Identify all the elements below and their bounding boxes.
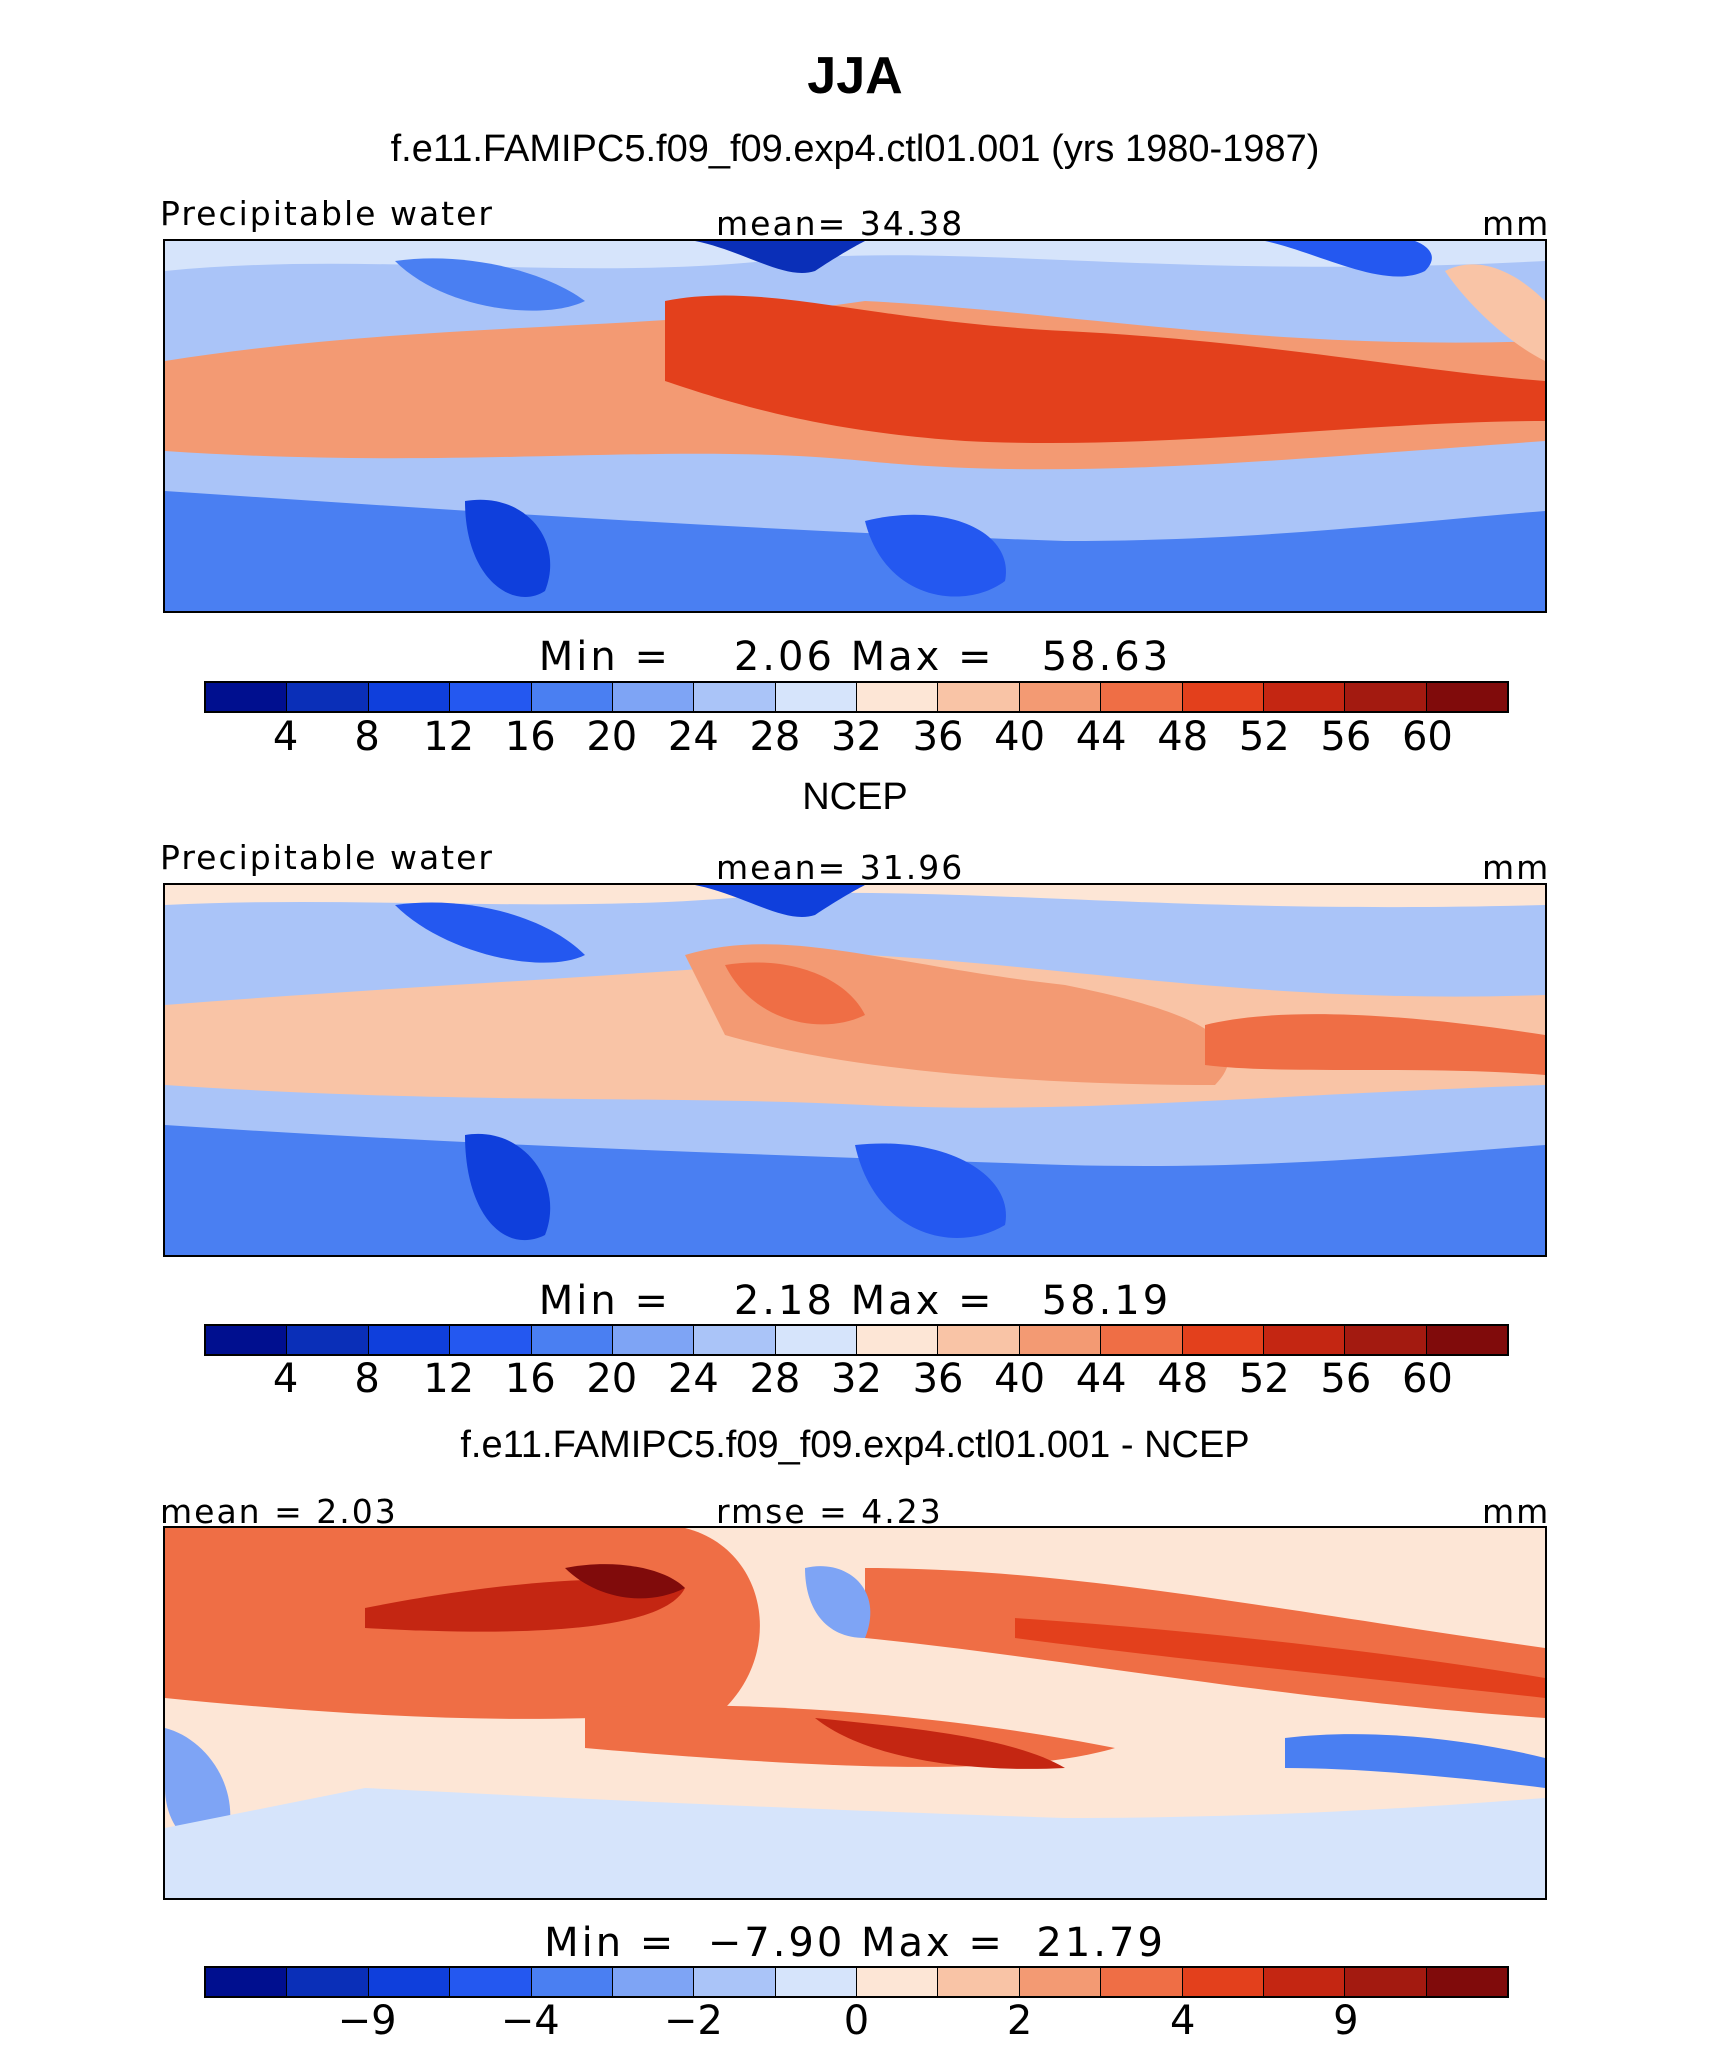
colorbar-tick-label: 16 [504, 714, 556, 760]
panel3-rmse-label: rmse = 4.23 [716, 1492, 943, 1531]
colorbar-tick-label: 4 [272, 1356, 299, 1402]
colorbar-tick-label: 36 [912, 714, 964, 760]
panel1-variable-label: Precipitable water [160, 194, 494, 233]
panel3-map [163, 1526, 1547, 1900]
panel2-colorbar [204, 1324, 1509, 1356]
panel3-unit-label: mm [1482, 1492, 1551, 1531]
colorbar-tick-label: 52 [1238, 1356, 1290, 1402]
colorbar-tick-label: 60 [1401, 1356, 1453, 1402]
panel2-minmax: Min = 2.18 Max = 58.19 [538, 1278, 1172, 1324]
colorbar-tick-label: 0 [843, 1998, 870, 2044]
colorbar-tick-label: −4 [500, 1998, 560, 2044]
colorbar-tick-label: 56 [1320, 714, 1372, 760]
colorbar-tick-label: 48 [1157, 714, 1209, 760]
colorbar-tick-label: −2 [663, 1998, 723, 2044]
panel1-unit-label: mm [1482, 204, 1551, 243]
panel3-colorbar-ticks: −9 −4 −2 0 2 4 9 [204, 1998, 1509, 2046]
panel2-colorbar-ticks: 4 8 12 16 20 24 28 32 36 40 44 48 52 56 60 [204, 1356, 1509, 1404]
colorbar-tick-label: 4 [1170, 1998, 1196, 2044]
colorbar-tick-label: 8 [354, 714, 380, 760]
colorbar-tick-label: 36 [912, 1356, 964, 1402]
panel1-map [163, 239, 1547, 613]
colorbar-tick-label: 24 [667, 714, 719, 760]
colorbar-tick-label: 40 [994, 714, 1046, 760]
colorbar-tick-label: 40 [994, 1356, 1046, 1402]
panel3-mean-label: mean = 2.03 [160, 1492, 398, 1531]
panel2-unit-label: mm [1482, 848, 1551, 887]
panel2-variable-label: Precipitable water [160, 838, 494, 877]
colorbar-tick-label: 12 [423, 714, 475, 760]
colorbar-tick-label: 32 [831, 1356, 882, 1402]
colorbar-tick-label: 32 [831, 714, 882, 760]
colorbar-tick-label: 52 [1238, 714, 1290, 760]
colorbar-tick-label: 8 [354, 1356, 380, 1402]
colorbar-tick-label: 56 [1320, 1356, 1372, 1402]
colorbar-tick-label: 9 [1333, 1998, 1359, 2044]
colorbar-tick-label: 44 [1075, 1356, 1127, 1402]
colorbar-tick-label: 4 [272, 714, 299, 760]
colorbar-tick-label: 12 [423, 1356, 475, 1402]
colorbar-tick-label: 28 [749, 714, 801, 760]
panel1-colorbar-ticks: 4 8 12 16 20 24 28 32 36 40 44 48 52 56 60 [204, 714, 1509, 762]
panel1-colorbar [204, 681, 1509, 713]
colorbar-tick-label: −9 [337, 1998, 397, 2044]
colorbar-tick-label: 2 [1006, 1998, 1033, 2044]
colorbar-tick-label: 20 [586, 1356, 638, 1402]
panel3-subtitle: f.e11.FAMIPC5.f09_f09.exp4.ctl01.001 - N… [460, 1424, 1250, 1466]
panel3-minmax: Min = −7.90 Max = 21.79 [544, 1920, 1166, 1966]
colorbar-tick-label: 28 [749, 1356, 801, 1402]
colorbar-tick-label: 48 [1157, 1356, 1209, 1402]
panel1-minmax: Min = 2.06 Max = 58.63 [538, 634, 1172, 680]
panel1-subtitle: f.e11.FAMIPC5.f09_f09.exp4.ctl01.001 (yr… [390, 128, 1320, 170]
colorbar-tick-label: 24 [667, 1356, 719, 1402]
panel2-mean-label: mean= 31.96 [716, 848, 965, 887]
colorbar-tick-label: 60 [1401, 714, 1453, 760]
figure-title: JJA [807, 47, 903, 105]
panel2-map [163, 883, 1547, 1257]
panel2-subtitle: NCEP [802, 776, 908, 818]
panel1-mean-label: mean= 34.38 [716, 204, 965, 243]
panel3-colorbar [204, 1966, 1509, 1998]
colorbar-tick-label: 16 [504, 1356, 556, 1402]
colorbar-tick-label: 44 [1075, 714, 1127, 760]
colorbar-tick-label: 20 [586, 714, 638, 760]
